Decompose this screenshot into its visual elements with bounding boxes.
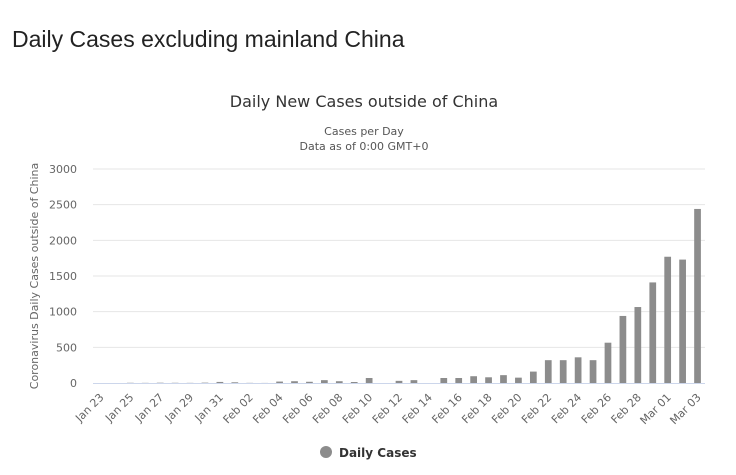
- bar-feb-24[interactable]: [574, 357, 582, 383]
- bar-feb-23[interactable]: [559, 360, 567, 383]
- bar-feb-06[interactable]: [306, 381, 313, 383]
- x-tick-label-feb-22: Feb 22: [519, 391, 554, 426]
- y-tick-label-0: 0: [70, 377, 77, 390]
- x-tick-label-feb-04: Feb 04: [250, 391, 285, 426]
- chart-title: Daily New Cases outside of China: [230, 92, 498, 111]
- bar-series-daily-cases: [126, 208, 701, 383]
- bar-feb-27[interactable]: [619, 315, 627, 383]
- bar-feb-18[interactable]: [485, 377, 492, 383]
- x-tick-label-feb-18: Feb 18: [459, 391, 494, 426]
- y-axis-ticks: 0 500 1000 1500 2000 2500 3000: [49, 163, 77, 390]
- chart-subtitle-line-1: Cases per Day: [324, 125, 404, 138]
- x-tick-label-feb-16: Feb 16: [429, 391, 464, 426]
- y-tick-label-2500: 2500: [49, 199, 77, 212]
- y-tick-label-1500: 1500: [49, 270, 77, 283]
- x-tick-label-jan-23: Jan 23: [72, 391, 106, 425]
- bar-feb-08[interactable]: [335, 381, 343, 383]
- x-tick-label-mar-03: Mar 03: [667, 391, 703, 427]
- bar-feb-15[interactable]: [440, 378, 448, 383]
- page-heading: Daily Cases excluding mainland China: [12, 26, 405, 52]
- x-tick-label-feb-06: Feb 06: [280, 391, 315, 426]
- bar-feb-10[interactable]: [365, 378, 373, 383]
- x-tick-label-feb-12: Feb 12: [370, 391, 405, 426]
- bar-feb-09[interactable]: [350, 382, 358, 383]
- bar-feb-04[interactable]: [276, 381, 283, 383]
- x-tick-label-jan-31: Jan 31: [192, 391, 226, 425]
- bar-mar-03[interactable]: [694, 208, 701, 383]
- bar-feb-25[interactable]: [589, 360, 597, 383]
- bar-feb-07[interactable]: [321, 380, 328, 383]
- bar-jan-31[interactable]: [216, 381, 224, 383]
- bar-feb-17[interactable]: [470, 376, 477, 383]
- bar-feb-05[interactable]: [291, 381, 298, 383]
- bar-feb-21[interactable]: [529, 371, 537, 383]
- bar-feb-28[interactable]: [634, 307, 642, 383]
- y-tick-label-3000: 3000: [49, 163, 77, 176]
- y-axis-label: Coronavirus Daily Cases outside of China: [28, 163, 41, 389]
- y-tick-label-2000: 2000: [49, 234, 77, 247]
- legend[interactable]: Daily Cases: [320, 446, 417, 460]
- x-tick-label-feb-20: Feb 20: [489, 391, 524, 426]
- bar-feb-01[interactable]: [231, 382, 239, 383]
- x-tick-label-feb-14: Feb 14: [400, 391, 435, 426]
- legend-marker-daily-cases[interactable]: [320, 446, 332, 458]
- x-tick-label-feb-02: Feb 02: [221, 391, 256, 426]
- gridlines: [93, 168, 705, 348]
- bar-feb-13[interactable]: [410, 380, 418, 383]
- bar-mar-01[interactable]: [664, 256, 672, 383]
- bar-feb-19[interactable]: [500, 375, 507, 383]
- bar-mar-02[interactable]: [679, 259, 686, 383]
- bar-feb-16[interactable]: [455, 378, 463, 383]
- x-tick-label-feb-08: Feb 08: [310, 391, 345, 426]
- bar-feb-22[interactable]: [544, 360, 552, 383]
- x-tick-label-feb-26: Feb 26: [579, 391, 614, 426]
- x-tick-label-jan-25: Jan 25: [102, 391, 136, 425]
- bar-feb-29[interactable]: [649, 282, 657, 383]
- bar-feb-26[interactable]: [604, 342, 612, 383]
- bar-feb-20[interactable]: [515, 377, 522, 383]
- legend-label-daily-cases[interactable]: Daily Cases: [339, 446, 417, 460]
- y-tick-label-500: 500: [56, 341, 77, 354]
- x-tick-label-mar-01: Mar 01: [638, 391, 674, 427]
- y-tick-label-1000: 1000: [49, 306, 77, 319]
- x-tick-label-feb-10: Feb 10: [340, 391, 375, 426]
- bar-feb-12[interactable]: [395, 380, 403, 383]
- x-tick-label-jan-29: Jan 29: [162, 391, 196, 425]
- x-tick-label-feb-24: Feb 24: [549, 391, 584, 426]
- x-tick-label-jan-27: Jan 27: [132, 391, 166, 425]
- x-tick-label-feb-28: Feb 28: [609, 391, 644, 426]
- chart-subtitle-line-2: Data as of 0:00 GMT+0: [300, 140, 429, 153]
